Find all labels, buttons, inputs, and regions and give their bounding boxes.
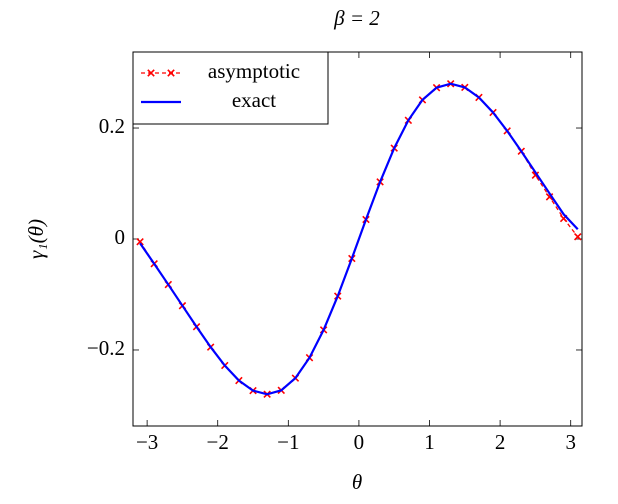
y-tick-label: 0.2: [99, 114, 125, 138]
marker: [147, 69, 155, 77]
legend-label: exact: [232, 88, 276, 112]
legend-label: asymptotic: [208, 59, 300, 83]
x-tick-label: 1: [424, 430, 435, 454]
legend-box: [132, 51, 329, 125]
chart-title: β = 2: [333, 6, 380, 30]
y-tick-label: 0: [115, 225, 126, 249]
x-tick-label: 2: [495, 430, 506, 454]
marker: [573, 233, 582, 241]
series-line: [139, 82, 579, 396]
marker: [167, 69, 175, 77]
x-tick-label: −3: [136, 430, 158, 454]
x-axis-label: θ: [352, 470, 362, 494]
x-tick-label: −2: [207, 430, 229, 454]
plot: [136, 79, 582, 399]
x-tick-label: 0: [354, 430, 365, 454]
marker: [136, 238, 144, 246]
x-tick-label: −1: [277, 430, 299, 454]
y-tick-label: −0.2: [87, 336, 125, 360]
plot-frame: [132, 51, 583, 427]
legend: asymptotic exact: [132, 51, 329, 125]
x-tick-label: 3: [565, 430, 576, 454]
y-axis-label: γ₁(θ): [24, 219, 48, 259]
